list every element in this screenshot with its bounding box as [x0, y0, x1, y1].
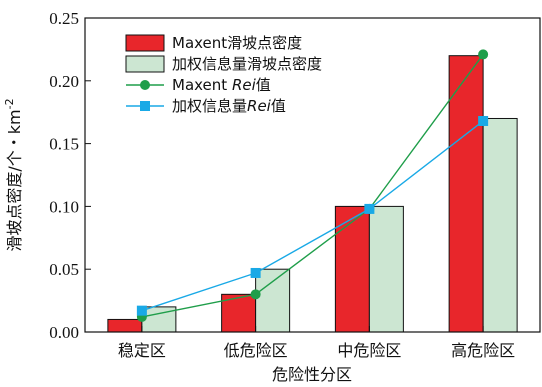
legend-swatch [125, 55, 165, 73]
point-weighted-rei [250, 267, 261, 278]
y-tick-label: 0.10 [49, 197, 79, 216]
legend-label-suffix: 滑坡点密度 [227, 34, 302, 52]
legend-label-suffix: 值 [271, 97, 286, 115]
bar-weighted-density [482, 117, 518, 333]
legend-label-prefix: 加权信息量滑坡点密度 [172, 55, 322, 73]
legend-label-italic: Rei [247, 97, 272, 115]
point-weighted-rei [136, 305, 147, 316]
point-maxent-rei [478, 49, 489, 60]
x-axis: 稳定区 低危险区 中危险区 高危险区 [118, 326, 515, 360]
legend-swatch [125, 34, 165, 52]
x-axis-title: 危险性分区 [272, 365, 352, 384]
point-maxent-rei [250, 289, 261, 300]
legend-label: 加权信息量滑坡点密度 [172, 55, 322, 73]
legend-label: Maxent滑坡点密度 [172, 34, 302, 52]
legend-label: Maxent Rei值 [172, 76, 271, 94]
x-tick-label: 中危险区 [337, 341, 401, 360]
plot-frame [84, 17, 541, 333]
legend-marker [140, 80, 150, 90]
x-tick-label: 稳定区 [118, 341, 166, 360]
bar-maxent-density [334, 205, 370, 333]
point-weighted-rei [364, 203, 375, 214]
legend-label-prefix: Maxent [172, 76, 232, 94]
x-tick-label: 低危险区 [224, 341, 288, 360]
point-weighted-rei [478, 115, 489, 126]
y-axis-title: 滑坡点密度/个・km-2 [3, 98, 24, 251]
y-tick-label: 0.20 [49, 72, 79, 91]
lines-layer [136, 49, 489, 322]
x-tick-label: 高危险区 [451, 341, 515, 360]
legend-marker [140, 101, 150, 111]
y-axis-title-text: 滑坡点密度/个・km [5, 109, 24, 251]
legend-label: 加权信息量Rei值 [172, 97, 286, 115]
bar-weighted-density [255, 268, 291, 333]
y-tick-label: 0.15 [49, 135, 79, 154]
line-weighted-rei [141, 120, 484, 312]
legend-label-suffix: 值 [256, 76, 271, 94]
bar-maxent-density [107, 318, 143, 333]
y-tick-label: 0.00 [49, 323, 79, 342]
legend-label-prefix: Maxent [172, 34, 227, 52]
line-maxent-rei [141, 54, 484, 318]
bar-weighted-density [368, 205, 404, 333]
y-tick-label: 0.25 [49, 9, 79, 28]
bar-maxent-density [448, 55, 484, 333]
y-axis: 0.00 0.05 0.10 0.15 0.20 0.25 [49, 9, 91, 342]
legend-label-prefix: 加权信息量 [172, 97, 247, 115]
legend-label-italic: Rei [232, 76, 257, 94]
y-tick-label: 0.05 [49, 260, 79, 279]
y-axis-title-superscript: -2 [3, 98, 16, 109]
bars-layer [107, 55, 518, 333]
